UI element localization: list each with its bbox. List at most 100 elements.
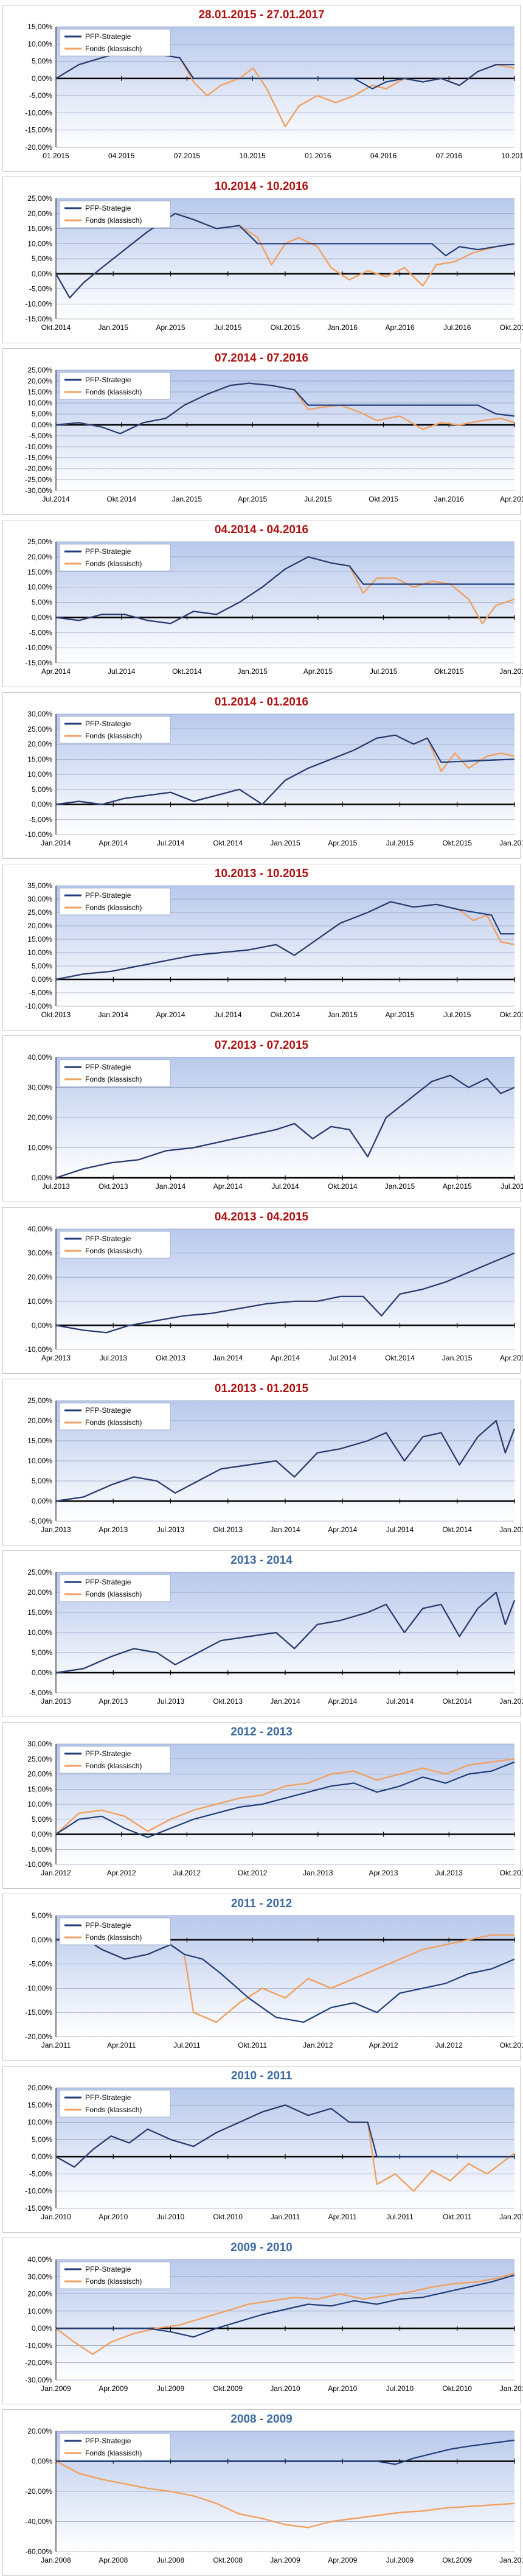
y-tick-label: 0,00% — [32, 1497, 52, 1505]
legend-label-strategy: PFP-Strategie — [85, 547, 131, 556]
y-tick-label: 10,00% — [27, 399, 52, 407]
x-tick-label: Okt.2012 — [238, 1869, 268, 1877]
chart-title: 2013 - 2014 — [230, 1554, 293, 1567]
x-tick-label: Jan.2011 — [271, 2213, 300, 2221]
x-tick-label: Jan.2015 — [499, 1697, 523, 1706]
x-tick-label: Jul.2014 — [157, 839, 185, 847]
y-tick-label: -25,00% — [25, 475, 52, 484]
y-tick-label: 10,00% — [27, 239, 52, 248]
y-tick-label: 0,00% — [32, 2324, 52, 2333]
legend-label-strategy: PFP-Strategie — [85, 891, 131, 900]
x-tick-label: Okt.2011 — [238, 2041, 267, 2049]
x-tick-label: Okt.2013 — [500, 1869, 523, 1877]
x-tick-label: Jul.2015 — [500, 1182, 523, 1191]
legend-label-fund: Fonds (klassisch) — [85, 388, 142, 396]
chart-title: 2010 - 2011 — [230, 2070, 293, 2082]
y-tick-label: 35,00% — [27, 881, 52, 890]
legend-label-fund: Fonds (klassisch) — [85, 1075, 142, 1083]
x-tick-label: Apr.2013 — [369, 1869, 398, 1877]
legend-label-strategy: PFP-Strategie — [85, 1749, 131, 1758]
x-tick-label: Apr.2015 — [385, 1010, 414, 1019]
chart-title: 01.2014 - 01.2016 — [214, 696, 309, 709]
x-tick-label: Jan.2016 — [434, 495, 465, 503]
x-tick-label: Jan.2015 — [442, 1354, 473, 1362]
x-tick-label: Jan.2013 — [41, 1697, 71, 1706]
chart-panel: 2009 - 2010 40,00% 30,00% 20,00% 10,00% 0,00%… — [0, 2233, 523, 2404]
x-tick-label: Jul.2012 — [435, 2041, 463, 2049]
x-tick-label: Jul.2011 — [173, 2041, 201, 2049]
x-tick-label: 01.2016 — [305, 152, 331, 160]
y-tick-label: -5,00% — [29, 91, 52, 100]
y-tick-label: 25,00% — [27, 1568, 52, 1577]
y-tick-label: 20,00% — [27, 209, 52, 218]
x-tick-label: Jan.2015 — [237, 667, 268, 676]
chart-panel: 01.2013 - 01.2015 25,00% 20,00% 15,00% 10,00… — [0, 1374, 523, 1545]
legend-box — [59, 1402, 171, 1430]
y-tick-label: -10,00% — [25, 830, 52, 839]
y-tick-label: -5,00% — [29, 1960, 52, 1969]
x-tick-label: 04.2016 — [370, 152, 397, 160]
y-tick-label: -15,00% — [25, 126, 52, 135]
x-tick-label: Okt.2013 — [156, 1354, 185, 1362]
y-tick-label: 5,00% — [32, 254, 52, 263]
series-line-strategy — [56, 2274, 515, 2338]
x-tick-label: Apr.2009 — [328, 2556, 357, 2564]
x-tick-label: Jul.2008 — [157, 2556, 185, 2564]
legend-box — [59, 2261, 171, 2289]
x-tick-label: Apr.2012 — [369, 2041, 398, 2049]
x-tick-label: Jul.2013 — [157, 1697, 185, 1706]
x-tick-label: Okt.2014 — [213, 839, 243, 847]
chart-panel: 07.2013 - 07.2015 40,00% 30,00% 20,00% 10,00… — [0, 1031, 523, 1202]
x-tick-label: Jul.2014 — [386, 1525, 414, 1534]
x-tick-label: Okt.2015 — [442, 839, 472, 847]
y-tick-label: -40,00% — [25, 2518, 52, 2526]
x-tick-label: Jul.2016 — [443, 323, 471, 332]
chart-panel: 28.01.2015 - 27.01.2017 15,00% 10,00% 5,00%… — [0, 0, 523, 172]
y-tick-label: 10,00% — [27, 770, 52, 779]
y-tick-label: 10,00% — [27, 1144, 52, 1152]
y-tick-label: -10,00% — [25, 108, 52, 117]
legend-label-fund: Fonds (klassisch) — [85, 2105, 142, 2114]
x-tick-label: Jan.2009 — [41, 2384, 71, 2393]
y-tick-label: 30,00% — [27, 895, 52, 903]
chart-title: 07.2014 - 07.2016 — [214, 352, 309, 365]
legend-label-strategy: PFP-Strategie — [85, 2093, 131, 2102]
y-tick-label: -20,00% — [25, 143, 52, 152]
x-tick-label: Apr.2013 — [99, 1525, 128, 1534]
x-tick-label: Apr.2015 — [443, 1182, 472, 1191]
x-tick-label: Jan.2015 — [172, 495, 203, 503]
x-tick-label: Okt.2011 — [443, 2213, 472, 2221]
y-tick-label: 0,00% — [32, 421, 52, 429]
x-tick-label: Jul.2014 — [214, 1010, 242, 1019]
x-tick-label: Jul.2015 — [370, 667, 398, 676]
chart-panel: 01.2014 - 01.2016 30,00% 25,00% 20,00% 15,00… — [0, 687, 523, 859]
y-tick-label: 20,00% — [27, 553, 52, 561]
y-tick-label: 30,00% — [27, 710, 52, 718]
series-line-strategy — [55, 382, 515, 435]
x-tick-label: Jan.2015 — [99, 323, 129, 332]
y-tick-label: 10,00% — [27, 2307, 52, 2315]
x-tick-label: Jan.2014 — [213, 1354, 243, 1362]
chart-panel: 07.2014 - 07.2016 25,00% 20,00% 15,00% 10,00… — [0, 343, 523, 515]
y-tick-label: 10,00% — [27, 1457, 52, 1465]
x-tick-label: Apr.2015 — [500, 1354, 523, 1362]
y-tick-label: 20,00% — [27, 922, 52, 930]
y-tick-label: 25,00% — [27, 1755, 52, 1763]
legend-label-strategy: PFP-Strategie — [85, 2437, 131, 2445]
y-tick-label: 0,00% — [32, 800, 52, 809]
series-line-fund — [55, 1758, 515, 1835]
x-tick-label: Apr.2013 — [41, 1354, 71, 1362]
legend-label-fund: Fonds (klassisch) — [85, 1762, 142, 1770]
y-tick-label: 30,00% — [27, 1740, 52, 1748]
chart-svg: 20,00% 15,00% 10,00% 5,00% 0,00% -5,00% -10,00… — [25, 2084, 523, 2221]
y-tick-label: -5,00% — [29, 815, 52, 824]
x-tick-label: Apr.2015 — [156, 323, 185, 332]
chart-title: 10.2014 - 10.2016 — [214, 180, 309, 193]
x-tick-label: Jan.2011 — [41, 2041, 71, 2049]
x-tick-label: Apr.2014 — [41, 667, 71, 676]
x-tick-label: Jan.2010 — [499, 2556, 523, 2564]
x-tick-label: Okt.2014 — [442, 1697, 472, 1706]
y-tick-label: -30,00% — [25, 2376, 52, 2384]
x-tick-label: Jul.2015 — [386, 839, 414, 847]
